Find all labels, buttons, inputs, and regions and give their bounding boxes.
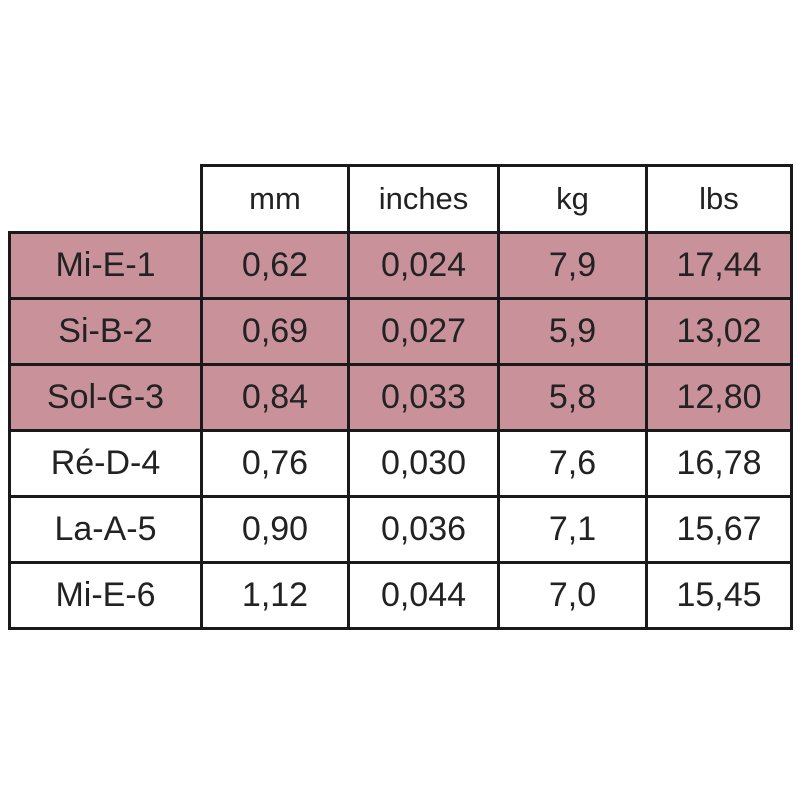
value-cell: 13,02 [645, 297, 793, 366]
table-row: Sol-G-3 0,84 0,033 5,8 12,80 [8, 363, 793, 432]
value-cell: 5,8 [497, 363, 648, 432]
value-cell: 12,80 [645, 363, 793, 432]
value-cell: 0,030 [347, 429, 500, 498]
value-cell: 0,62 [200, 231, 350, 300]
table-body: mm inches kg lbs Mi-E-1 0,62 0,024 7,9 17,44… [8, 164, 793, 630]
table-row: Mi-E-6 1,12 0,044 7,0 15,45 [8, 561, 793, 630]
value-cell: 7,0 [497, 561, 648, 630]
row-label: Sol-G-3 [8, 363, 203, 432]
value-cell: 7,9 [497, 231, 648, 300]
row-label: Ré-D-4 [8, 429, 203, 498]
value-cell: 0,84 [200, 363, 350, 432]
value-cell: 17,44 [645, 231, 793, 300]
value-cell: 0,90 [200, 495, 350, 564]
value-cell: 0,024 [347, 231, 500, 300]
row-label: Mi-E-6 [8, 561, 203, 630]
value-cell: 7,6 [497, 429, 648, 498]
header-cell: inches [347, 164, 500, 234]
row-label: Si-B-2 [8, 297, 203, 366]
value-cell: 0,76 [200, 429, 350, 498]
row-label: La-A-5 [8, 495, 203, 564]
row-label: Mi-E-1 [8, 231, 203, 300]
value-cell: 7,1 [497, 495, 648, 564]
value-cell: 0,036 [347, 495, 500, 564]
value-cell: 16,78 [645, 429, 793, 498]
data-table: mm inches kg lbs Mi-E-1 0,62 0,024 7,9 17,44… [8, 164, 793, 630]
value-cell: 0,69 [200, 297, 350, 366]
header-cell: mm [200, 164, 350, 234]
blank-cell [9, 165, 203, 234]
value-cell: 15,67 [645, 495, 793, 564]
value-cell: 5,9 [497, 297, 648, 366]
value-cell: 0,027 [347, 297, 500, 366]
header-cell: kg [497, 164, 648, 234]
table-row: Mi-E-1 0,62 0,024 7,9 17,44 [8, 231, 793, 300]
value-cell: 0,033 [347, 363, 500, 432]
header-cell: lbs [645, 164, 793, 234]
header-row: mm inches kg lbs [9, 164, 793, 234]
table-row: Ré-D-4 0,76 0,030 7,6 16,78 [8, 429, 793, 498]
value-cell: 0,044 [347, 561, 500, 630]
table-row: La-A-5 0,90 0,036 7,1 15,67 [8, 495, 793, 564]
table-row: Si-B-2 0,69 0,027 5,9 13,02 [8, 297, 793, 366]
value-cell: 1,12 [200, 561, 350, 630]
value-cell: 15,45 [645, 561, 793, 630]
